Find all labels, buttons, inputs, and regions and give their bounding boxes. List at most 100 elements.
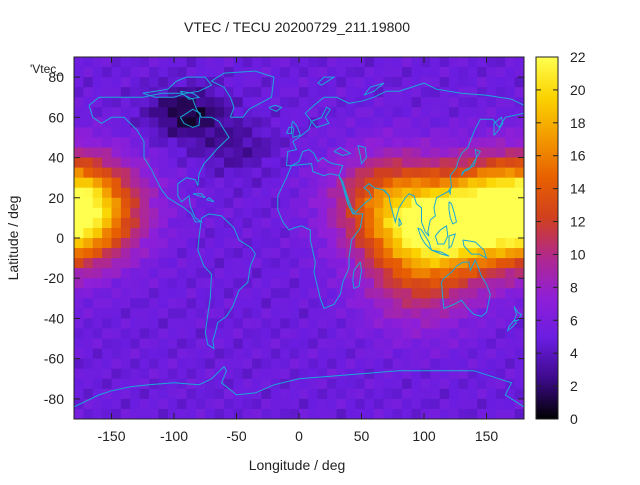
heatmap-cell bbox=[327, 167, 338, 179]
heatmap-cell bbox=[505, 298, 516, 309]
heatmap-cell bbox=[495, 378, 506, 390]
heatmap-cell bbox=[214, 358, 225, 370]
heatmap-cell bbox=[392, 57, 403, 68]
heatmap-cell bbox=[327, 147, 338, 159]
heatmap-cell bbox=[467, 368, 478, 380]
heatmap-cell bbox=[308, 57, 319, 68]
heatmap-cell bbox=[74, 117, 84, 128]
heatmap-cell bbox=[92, 318, 103, 330]
heatmap-cell bbox=[252, 67, 263, 78]
heatmap-cell bbox=[374, 388, 384, 400]
heatmap-cell bbox=[495, 328, 506, 340]
heatmap-cell bbox=[83, 308, 94, 320]
heatmap-cell bbox=[308, 308, 319, 320]
heatmap-cell bbox=[486, 77, 497, 88]
heatmap-cell bbox=[355, 197, 366, 209]
heatmap-cell bbox=[224, 388, 234, 400]
heatmap-cell bbox=[345, 227, 356, 239]
heatmap-cell bbox=[111, 258, 122, 269]
heatmap-cell bbox=[214, 207, 225, 219]
heatmap-cell bbox=[214, 97, 225, 108]
heatmap-cell bbox=[364, 338, 375, 350]
heatmap-cell bbox=[345, 87, 356, 98]
heatmap-cell bbox=[233, 227, 244, 239]
heatmap-cell bbox=[177, 167, 188, 179]
heatmap-cell bbox=[411, 157, 422, 169]
heatmap-cell bbox=[439, 207, 450, 219]
heatmap-cell bbox=[92, 67, 103, 78]
heatmap-cell bbox=[270, 318, 281, 330]
heatmap-cell bbox=[224, 147, 234, 159]
heatmap-cell bbox=[233, 207, 244, 219]
heatmap-cell bbox=[195, 268, 206, 279]
heatmap-cell bbox=[224, 378, 234, 390]
heatmap-cell bbox=[186, 268, 197, 279]
heatmap-cell bbox=[505, 278, 516, 289]
heatmap-cell bbox=[420, 388, 431, 400]
heatmap-cell bbox=[420, 298, 431, 309]
heatmap-cell bbox=[299, 147, 309, 159]
heatmap-cell bbox=[514, 197, 524, 209]
heatmap-cell bbox=[130, 388, 141, 400]
heatmap-cell bbox=[449, 328, 459, 340]
heatmap-cell bbox=[261, 207, 272, 219]
heatmap-cell bbox=[317, 197, 328, 209]
heatmap-cell bbox=[505, 288, 516, 299]
heatmap-cell bbox=[449, 117, 459, 128]
heatmap-cell bbox=[242, 87, 253, 98]
heatmap-cell bbox=[167, 238, 178, 249]
heatmap-cell bbox=[345, 268, 356, 279]
heatmap-cell bbox=[111, 217, 122, 229]
heatmap-cell bbox=[411, 408, 422, 419]
heatmap-cell bbox=[270, 258, 281, 269]
heatmap-cell bbox=[242, 368, 253, 380]
heatmap-cell bbox=[130, 57, 141, 68]
heatmap-cell bbox=[299, 258, 309, 269]
heatmap-cell bbox=[392, 288, 403, 299]
heatmap-cell bbox=[420, 328, 431, 340]
heatmap-cell bbox=[364, 177, 375, 189]
heatmap-cell bbox=[495, 137, 506, 149]
heatmap-cell bbox=[420, 97, 431, 108]
heatmap-cell bbox=[355, 107, 366, 118]
heatmap-cell bbox=[111, 127, 122, 139]
heatmap-cell bbox=[345, 177, 356, 189]
heatmap-cell bbox=[280, 368, 291, 380]
y-axis-label: Latitude / deg bbox=[5, 196, 21, 281]
heatmap-cell bbox=[74, 358, 84, 370]
heatmap-cell bbox=[92, 57, 103, 68]
heatmap-cell bbox=[214, 127, 225, 139]
heatmap-cell bbox=[467, 197, 478, 209]
heatmap-cell bbox=[270, 288, 281, 299]
heatmap-cell bbox=[195, 318, 206, 330]
heatmap-cell bbox=[92, 87, 103, 98]
heatmap-cell bbox=[233, 248, 244, 259]
heatmap-cell bbox=[233, 117, 244, 128]
heatmap-cell bbox=[149, 127, 159, 139]
heatmap-cell bbox=[327, 217, 338, 229]
heatmap-cell bbox=[177, 408, 188, 419]
heatmap-cell bbox=[233, 408, 244, 419]
heatmap-cell bbox=[467, 127, 478, 139]
heatmap-cell bbox=[139, 97, 150, 108]
heatmap-cell bbox=[449, 288, 459, 299]
heatmap-cell bbox=[177, 358, 188, 370]
heatmap-cell bbox=[111, 207, 122, 219]
heatmap-cell bbox=[252, 368, 263, 380]
heatmap-cell bbox=[505, 97, 516, 108]
heatmap-cell bbox=[111, 107, 122, 118]
heatmap-cell bbox=[299, 137, 309, 149]
heatmap-cell bbox=[458, 107, 469, 118]
heatmap-cell bbox=[411, 378, 422, 390]
heatmap-cell bbox=[233, 288, 244, 299]
heatmap-cell bbox=[345, 57, 356, 68]
heatmap-cell bbox=[186, 107, 197, 118]
heatmap-cell bbox=[195, 147, 206, 159]
heatmap-cell bbox=[261, 338, 272, 350]
heatmap-cell bbox=[486, 298, 497, 309]
heatmap-cell bbox=[120, 358, 131, 370]
heatmap-cell bbox=[411, 388, 422, 400]
heatmap-cell bbox=[120, 167, 131, 179]
heatmap-cell bbox=[505, 338, 516, 350]
heatmap-cell bbox=[120, 217, 131, 229]
